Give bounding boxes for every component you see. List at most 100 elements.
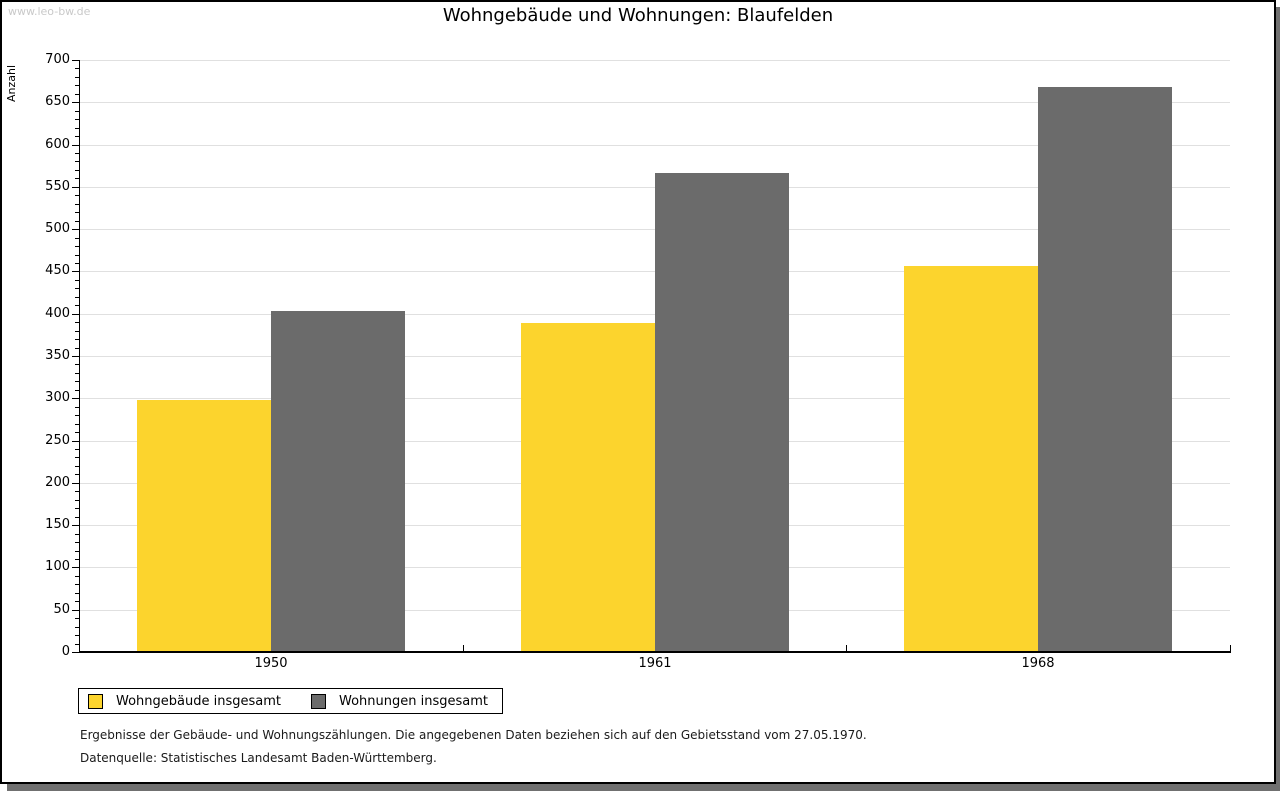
- y-minor-tick: [75, 204, 79, 205]
- y-minor-tick: [75, 534, 79, 535]
- y-minor-tick: [75, 280, 79, 281]
- chart-title: Wohngebäude und Wohnungen: Blaufelden: [442, 5, 834, 26]
- y-major-tick: [72, 60, 79, 61]
- y-minor-tick: [75, 68, 79, 69]
- y-minor-tick: [75, 195, 79, 196]
- legend-entry-wohnungen: Wohnungen insgesamt: [311, 693, 488, 709]
- y-minor-tick: [75, 449, 79, 450]
- y-minor-tick: [75, 601, 79, 602]
- y-major-tick: [72, 441, 79, 442]
- footer-note: Ergebnisse der Gebäude- und Wohnungszähl…: [80, 728, 867, 742]
- gridline: [79, 102, 1230, 103]
- gridline: [79, 314, 1230, 315]
- y-major-tick: [72, 525, 79, 526]
- y-minor-tick: [75, 161, 79, 162]
- bar: [137, 400, 271, 652]
- y-tick-label: 550: [45, 179, 70, 194]
- y-minor-tick: [75, 432, 79, 433]
- y-tick-label: 0: [61, 644, 70, 659]
- y-major-tick: [72, 271, 79, 272]
- y-minor-tick: [75, 255, 79, 256]
- x-axis-line: [79, 651, 1231, 653]
- y-major-tick: [72, 102, 79, 103]
- y-tick-label: 650: [45, 94, 70, 109]
- y-tick-label: 250: [45, 433, 70, 448]
- y-tick-label: 350: [45, 348, 70, 363]
- footer-source: Datenquelle: Statistisches Landesamt Bad…: [80, 751, 437, 765]
- y-minor-tick: [75, 584, 79, 585]
- y-minor-tick: [75, 627, 79, 628]
- y-minor-tick: [75, 136, 79, 137]
- y-tick-label: 450: [45, 263, 70, 278]
- y-minor-tick: [75, 390, 79, 391]
- x-boundary-tick: [79, 645, 80, 651]
- y-minor-tick: [75, 551, 79, 552]
- legend-swatch-gray: [311, 693, 326, 709]
- y-minor-tick: [75, 263, 79, 264]
- y-axis-line: [79, 60, 80, 653]
- y-minor-tick: [75, 364, 79, 365]
- y-minor-tick: [75, 618, 79, 619]
- bar: [904, 266, 1038, 652]
- watermark: www.leo-bw.de: [8, 5, 91, 18]
- legend-label: Wohnungen insgesamt: [339, 693, 488, 709]
- y-minor-tick: [75, 128, 79, 129]
- y-minor-tick: [75, 373, 79, 374]
- y-minor-tick: [75, 500, 79, 501]
- y-major-tick: [72, 610, 79, 611]
- x-boundary-tick: [846, 645, 847, 651]
- y-minor-tick: [75, 474, 79, 475]
- gridline: [79, 229, 1230, 230]
- y-minor-tick: [75, 466, 79, 467]
- y-major-tick: [72, 145, 79, 146]
- y-minor-tick: [75, 297, 79, 298]
- plot-area: 0 50 100 150 200 250 300 350 400 450 500 550 600 650 7…: [2, 2, 1274, 782]
- legend-label: Wohngebäude insgesamt: [116, 693, 281, 709]
- y-major-tick: [72, 652, 79, 653]
- y-major-tick: [72, 398, 79, 399]
- bar: [655, 173, 789, 652]
- y-minor-tick: [75, 153, 79, 154]
- y-tick-label: 50: [53, 602, 70, 617]
- x-boundary-tick: [463, 645, 464, 651]
- y-major-tick: [72, 187, 79, 188]
- y-minor-tick: [75, 339, 79, 340]
- bar: [271, 311, 405, 652]
- gridline: [79, 60, 1230, 61]
- y-minor-tick: [75, 593, 79, 594]
- y-minor-tick: [75, 576, 79, 577]
- y-minor-tick: [75, 119, 79, 120]
- y-minor-tick: [75, 178, 79, 179]
- y-minor-tick: [75, 559, 79, 560]
- y-tick-label: 400: [45, 306, 70, 321]
- legend: Wohngebäude insgesamt Wohnungen insgesam…: [78, 688, 503, 714]
- x-tick-label: 1950: [254, 656, 288, 671]
- gridline: [79, 145, 1230, 146]
- y-minor-tick: [75, 491, 79, 492]
- y-minor-tick: [75, 288, 79, 289]
- y-major-tick: [72, 483, 79, 484]
- y-minor-tick: [75, 238, 79, 239]
- y-tick-label: 600: [45, 137, 70, 152]
- y-minor-tick: [75, 77, 79, 78]
- y-minor-tick: [75, 457, 79, 458]
- y-minor-tick: [75, 542, 79, 543]
- y-major-tick: [72, 229, 79, 230]
- y-minor-tick: [75, 348, 79, 349]
- y-minor-tick: [75, 212, 79, 213]
- y-tick-label: 100: [45, 559, 70, 574]
- y-minor-tick: [75, 85, 79, 86]
- y-minor-tick: [75, 322, 79, 323]
- y-minor-tick: [75, 508, 79, 509]
- y-minor-tick: [75, 644, 79, 645]
- x-tick-label: 1968: [1021, 656, 1055, 671]
- y-tick-label: 300: [45, 390, 70, 405]
- y-major-tick: [72, 314, 79, 315]
- bar: [1038, 87, 1172, 652]
- y-minor-tick: [75, 331, 79, 332]
- gridline: [79, 271, 1230, 272]
- legend-swatch-yellow: [88, 693, 103, 709]
- legend-entry-wohngebaeude: Wohngebäude insgesamt: [88, 693, 281, 709]
- y-major-tick: [72, 567, 79, 568]
- y-tick-label: 700: [45, 52, 70, 67]
